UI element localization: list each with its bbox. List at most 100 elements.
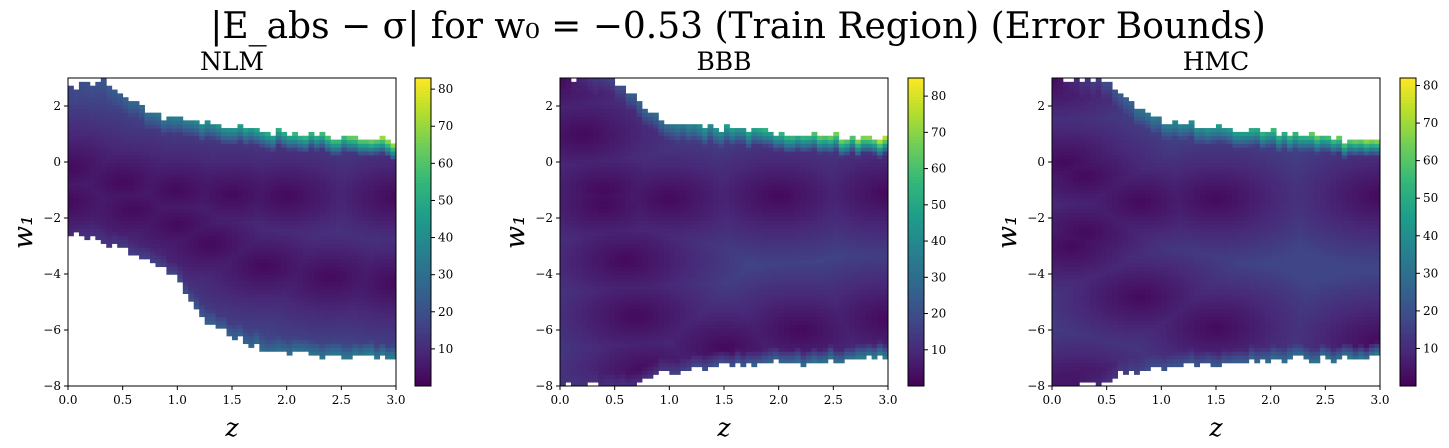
colorbar-segment bbox=[415, 324, 431, 328]
heatmap-cell bbox=[139, 162, 145, 167]
heatmap-cell bbox=[330, 316, 337, 321]
heatmap-cell bbox=[330, 216, 337, 221]
heatmap-cell bbox=[270, 320, 277, 325]
heatmap-cell bbox=[84, 120, 91, 125]
heatmap-cell bbox=[292, 166, 298, 171]
heatmap-cell bbox=[346, 332, 353, 337]
heatmap-cell bbox=[560, 374, 566, 379]
heatmap-cell bbox=[346, 143, 353, 148]
heatmap-cell bbox=[647, 212, 654, 217]
heatmap-cell bbox=[160, 235, 167, 241]
heatmap-cell bbox=[390, 312, 397, 318]
heatmap-cell bbox=[374, 343, 380, 348]
heatmap-cell bbox=[576, 320, 583, 325]
heatmap-cell bbox=[691, 262, 698, 268]
heatmap-cell bbox=[237, 162, 244, 167]
heatmap-cell bbox=[565, 155, 572, 160]
heatmap-cell bbox=[259, 162, 266, 167]
heatmap-cell bbox=[204, 235, 211, 241]
heatmap-cell bbox=[182, 239, 189, 244]
colorbar-segment bbox=[415, 232, 431, 236]
heatmap-cell bbox=[221, 262, 227, 268]
heatmap-cell bbox=[117, 104, 124, 110]
heatmap-cell bbox=[292, 131, 298, 137]
heatmap-cell bbox=[565, 366, 572, 371]
heatmap-cell bbox=[78, 166, 85, 171]
heatmap-cell bbox=[253, 243, 260, 248]
heatmap-cell bbox=[385, 320, 391, 325]
heatmap-cell bbox=[314, 135, 320, 140]
heatmap-cell bbox=[144, 228, 151, 233]
heatmap-cell bbox=[242, 228, 249, 233]
heatmap-cell bbox=[210, 224, 216, 229]
heatmap-cell bbox=[379, 347, 386, 352]
heatmap-cell bbox=[598, 359, 605, 364]
heatmap-cell bbox=[171, 155, 178, 160]
heatmap-cell bbox=[565, 120, 572, 125]
heatmap-cell bbox=[352, 143, 359, 148]
heatmap-cell bbox=[603, 185, 610, 191]
heatmap-cell bbox=[242, 301, 249, 306]
heatmap-cell bbox=[385, 266, 391, 271]
heatmap-cell bbox=[144, 255, 151, 260]
heatmap-cell bbox=[133, 228, 140, 233]
heatmap-cell bbox=[275, 162, 282, 167]
heatmap-cell bbox=[242, 193, 249, 198]
heatmap-cell bbox=[166, 258, 173, 264]
heatmap-cell bbox=[248, 255, 255, 260]
heatmap-cell bbox=[652, 335, 659, 341]
heatmap-cell bbox=[259, 305, 266, 310]
heatmap-cell bbox=[685, 332, 692, 337]
heatmap-cell bbox=[248, 208, 255, 214]
heatmap-cell bbox=[215, 170, 222, 175]
heatmap-cell bbox=[215, 262, 222, 268]
heatmap-cell bbox=[297, 220, 304, 225]
heatmap-cell bbox=[598, 316, 605, 321]
heatmap-cell bbox=[652, 370, 659, 375]
heatmap-cell bbox=[565, 212, 572, 217]
heatmap-cell bbox=[204, 247, 211, 252]
heatmap-cell bbox=[636, 255, 643, 260]
heatmap-cell bbox=[248, 343, 255, 348]
heatmap-cell bbox=[341, 255, 348, 260]
heatmap-cell bbox=[658, 143, 665, 148]
heatmap-cell bbox=[319, 178, 326, 183]
heatmap-cell bbox=[314, 289, 320, 294]
heatmap-cell bbox=[560, 243, 566, 248]
heatmap-cell bbox=[248, 151, 255, 156]
heatmap-cell bbox=[188, 212, 195, 217]
heatmap-cell bbox=[237, 297, 244, 302]
heatmap-cell bbox=[319, 174, 326, 179]
heatmap-cell bbox=[385, 174, 391, 179]
heatmap-cell bbox=[570, 155, 577, 160]
heatmap-cell bbox=[226, 181, 233, 187]
heatmap-cell bbox=[253, 162, 260, 167]
heatmap-cell bbox=[609, 285, 616, 291]
heatmap-cell bbox=[631, 216, 637, 221]
heatmap-cell bbox=[308, 251, 315, 256]
heatmap-cell bbox=[652, 197, 659, 202]
heatmap-cell bbox=[346, 158, 353, 164]
heatmap-cell bbox=[680, 262, 687, 268]
heatmap-cell bbox=[576, 347, 583, 352]
y-tick-label: −4 bbox=[43, 267, 61, 281]
heatmap-cell bbox=[368, 312, 375, 318]
heatmap-cell bbox=[335, 201, 342, 206]
heatmap-cell bbox=[264, 174, 271, 179]
heatmap-cell bbox=[647, 374, 654, 379]
heatmap-cell bbox=[352, 251, 359, 256]
heatmap-cell bbox=[614, 139, 621, 144]
heatmap-cell bbox=[171, 197, 178, 202]
heatmap-cell bbox=[620, 235, 626, 241]
heatmap-cell bbox=[631, 124, 637, 129]
colorbar-segment bbox=[415, 247, 431, 251]
heatmap-cell bbox=[691, 266, 698, 271]
heatmap-cell bbox=[324, 197, 331, 202]
heatmap-cell bbox=[363, 193, 370, 198]
heatmap-cell bbox=[335, 343, 342, 348]
heatmap-cell bbox=[319, 247, 326, 252]
heatmap-cell bbox=[78, 205, 85, 210]
heatmap-cell bbox=[669, 208, 676, 214]
colorbar-segment bbox=[415, 130, 431, 134]
heatmap-cell bbox=[303, 258, 309, 264]
